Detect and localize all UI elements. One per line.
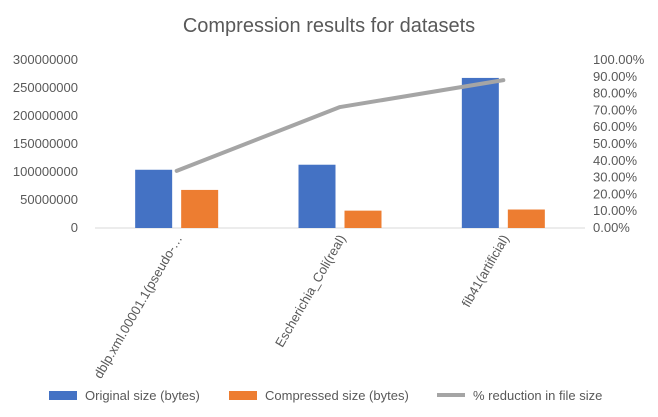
y-right-tick-label: 40.00% [593,153,638,168]
bars-layer [135,77,545,228]
y-left-tick-label: 100000000 [13,164,78,179]
y-right-tick-label: 60.00% [593,119,638,134]
y-left-tick-label: 150000000 [13,136,78,151]
y-right-tick-label: 20.00% [593,186,638,201]
legend-swatch [49,391,77,400]
y-right-tick-label: 30.00% [593,170,638,185]
bar-compressed-size [507,209,545,228]
legend-swatch [229,391,257,400]
labels-layer: dblp.xml.00001.1(pseudo-… Escherichia_Col… [91,232,512,381]
bar-original-size [298,164,336,228]
y-right-tick-label: 70.00% [593,102,638,117]
y-right-tick-label: 100.00% [593,52,645,67]
y-left-tick-label: 0 [71,220,78,235]
legend-label: % reduction in file size [473,388,602,403]
line-layer [174,78,506,173]
bar-original-size [461,77,499,228]
bar-compressed-size [181,189,219,228]
y-right-tick-label: 80.00% [593,86,638,101]
legend-label: Compressed size (bytes) [265,388,409,403]
y-right-tick-label: 10.00% [593,203,638,218]
bar-original-size [135,169,173,228]
y-right-tick-label: 50.00% [593,136,638,151]
bar-compressed-size [344,210,382,228]
legend: Original size (bytes) Compressed size (by… [49,388,602,403]
chart-title: Compression results for datasets [183,15,475,37]
category-label: fib41(artificial) [458,232,511,310]
y-left-tick-label: 300000000 [13,52,78,67]
y-right-tick-label: 0.00% [593,220,630,235]
y-left-tick-label: 250000000 [13,80,78,95]
y-right-tick-label: 90.00% [593,69,638,84]
legend-label: Original size (bytes) [85,388,200,403]
category-label: Escherichia_Coli(real) [272,232,349,350]
y-left-tick-label: 200000000 [13,108,78,123]
y-left-tick-label: 50000000 [20,192,78,207]
axes-layer: 0 50000000 100000000 150000000 200000000 2500… [13,52,645,235]
category-label: dblp.xml.00001.1(pseudo-… [91,232,186,381]
line-reduction-percent [174,78,506,173]
